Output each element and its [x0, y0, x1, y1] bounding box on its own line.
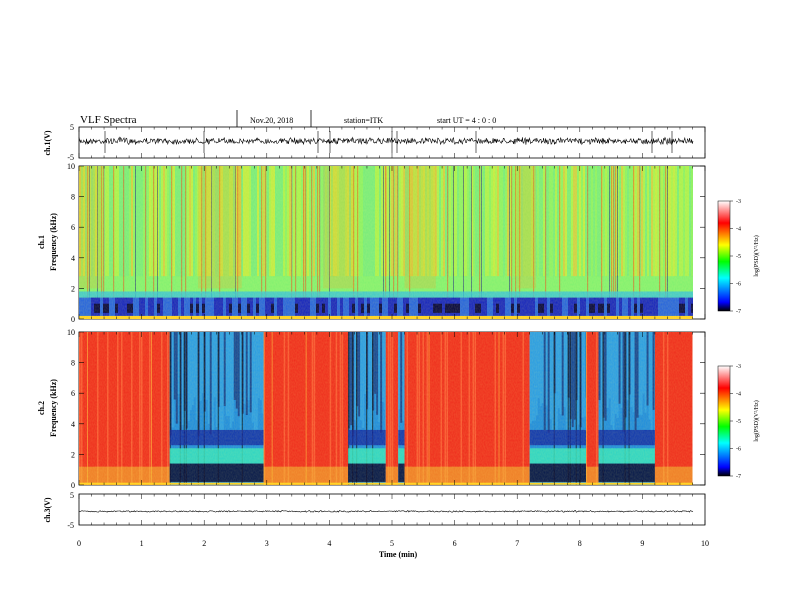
ch1-ytick-bottom: -5 — [67, 153, 74, 162]
ch2-colorbar-tick-label: -3 — [736, 364, 741, 370]
ch1-colorbar — [718, 201, 730, 311]
ch2-colorbar-tick-label: -6 — [736, 447, 741, 453]
ch2-ytick-label: 10 — [67, 328, 75, 337]
ch2-ytick-label: 4 — [71, 420, 75, 429]
ch1-spectrogram-grain — [79, 166, 693, 319]
x-tick-label: 0 — [77, 539, 81, 548]
start-ut-label: start UT = 4 : 0 : 0 — [437, 116, 496, 125]
x-tick-label: 6 — [453, 539, 457, 548]
x-tick-label: 9 — [640, 539, 644, 548]
date-label: Nov.20, 2018 — [250, 116, 293, 125]
ch2-colorbar-tick-label: -5 — [736, 419, 741, 425]
ch3-waveform-ylabel: ch.3(V) — [43, 497, 52, 522]
ch2-ytick-label: 0 — [71, 481, 75, 490]
ch1-ytick-label: 10 — [67, 162, 75, 171]
figure-title: VLF Spectra — [80, 114, 137, 126]
ch1-colorbar-tick-label: -6 — [736, 282, 741, 288]
ch3-waveform-panel: 5 -5 ch.3(V) — [43, 491, 705, 530]
ch3-ytick-top: 5 — [70, 491, 74, 500]
ch2-colorbar-tick-label: -4 — [736, 392, 741, 398]
ch1-ytick-label: 2 — [71, 284, 75, 293]
ch1-waveform-panel: 5 -5 ch.1(V) — [43, 123, 705, 162]
ch1-colorbar-tick-label: -3 — [736, 199, 741, 205]
ch1-colorbar-label: log(PSD)(V²/Hz) — [753, 235, 760, 276]
x-tick-label: 3 — [265, 539, 269, 548]
ch1-ytick-top: 5 — [70, 123, 74, 132]
ch1-colorbar-tick-label: -4 — [736, 227, 741, 233]
ch2-ytick-label: 6 — [71, 389, 75, 398]
ch1-spectrogram-ylabel-freq: Frequency (kHz) — [49, 213, 58, 271]
x-tick-label: 1 — [140, 539, 144, 548]
ch3-ytick-bottom: -5 — [67, 521, 74, 530]
station-label: station=ITK — [344, 116, 383, 125]
ch1-spectrogram-ylabel-channel: ch.1 — [37, 235, 46, 249]
ch1-ytick-label: 6 — [71, 223, 75, 232]
ch2-spectrogram-ylabel-freq: Frequency (kHz) — [49, 379, 58, 437]
vlf-spectra-figure: VLF Spectra Nov.20, 2018 station=ITK sta… — [0, 0, 792, 612]
ch1-ytick-label: 8 — [71, 193, 75, 202]
x-tick-label: 2 — [202, 539, 206, 548]
ch2-colorbar-label: log(PSD)(V²/Hz) — [753, 400, 760, 441]
ch2-colorbar-tick-label: -7 — [736, 474, 741, 480]
ch2-ytick-label: 2 — [71, 450, 75, 459]
x-tick-label: 7 — [515, 539, 519, 548]
ch2-spectrogram-grain — [79, 332, 693, 485]
x-tick-label: 8 — [578, 539, 582, 548]
x-tick-label: 4 — [327, 539, 331, 548]
ch1-ytick-label: 0 — [71, 315, 75, 324]
ch2-spectrogram-ylabel-channel: ch.2 — [37, 401, 46, 415]
ch2-ytick-label: 8 — [71, 359, 75, 368]
ch2-colorbar — [718, 366, 730, 476]
x-axis-label: Time (min) — [379, 550, 418, 559]
x-tick-label: 5 — [390, 539, 394, 548]
ch1-waveform-ylabel: ch.1(V) — [43, 130, 52, 155]
ch1-ytick-label: 4 — [71, 254, 75, 263]
ch1-colorbar-tick-label: -5 — [736, 254, 741, 260]
ch1-colorbar-tick-label: -7 — [736, 309, 741, 315]
x-tick-label: 10 — [701, 539, 709, 548]
